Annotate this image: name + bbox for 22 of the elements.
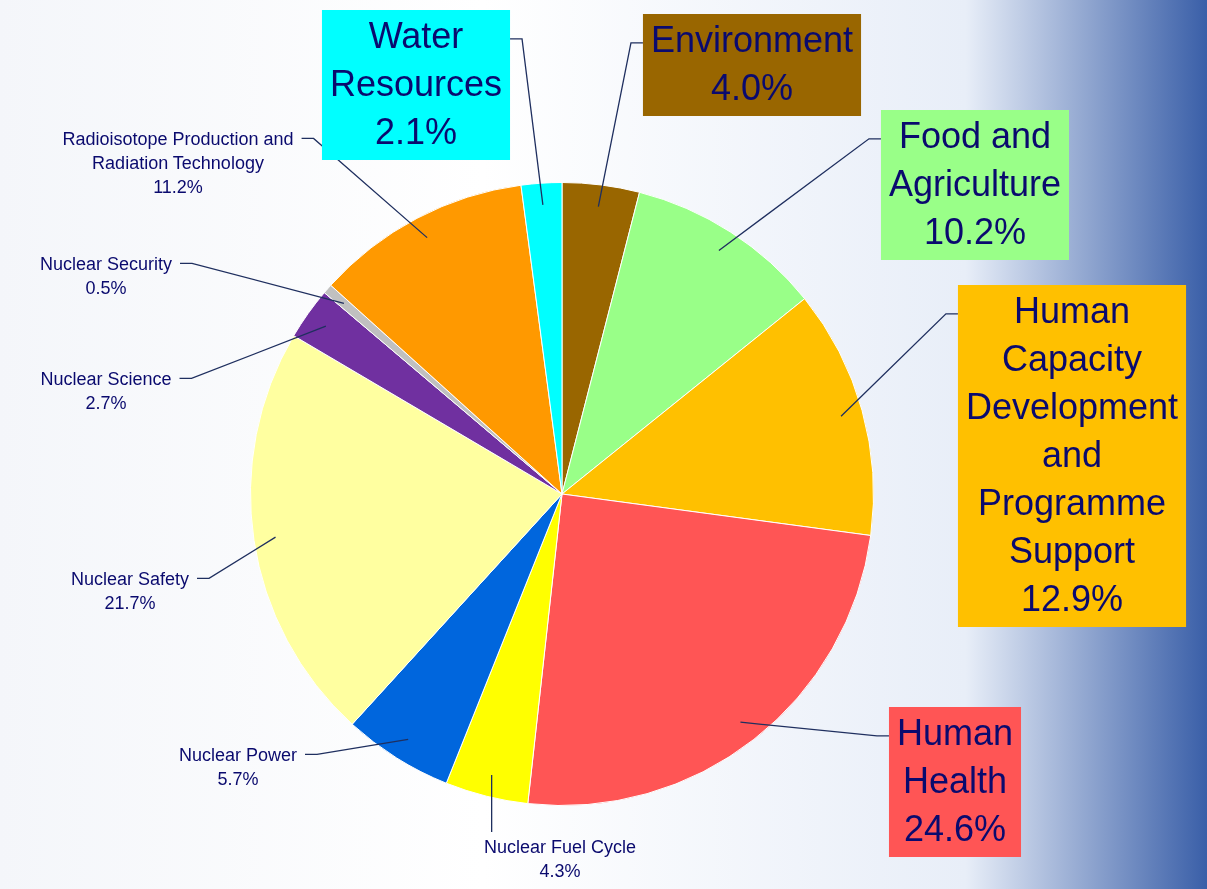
- data-label: 12.9%: [1020, 577, 1124, 619]
- slice-label: Food and Agriculture: [888, 114, 1062, 204]
- slice-label: Environment: [650, 18, 854, 60]
- data-label: 11.2%: [153, 176, 203, 197]
- slice-label: Human Health: [896, 711, 1014, 801]
- slice-label: Nuclear Security: [39, 253, 173, 274]
- data-label: 0.5%: [85, 277, 127, 298]
- data-label: 4.0%: [710, 66, 794, 108]
- data-label: 24.6%: [903, 807, 1007, 849]
- data-label: 2.7%: [85, 392, 127, 413]
- slice-label: Nuclear Power: [178, 744, 298, 765]
- data-label: 21.7%: [104, 592, 156, 613]
- data-label: 10.2%: [923, 210, 1027, 252]
- data-label: 2.1%: [374, 110, 458, 152]
- slice-label: Radioisotope Production and Radiation Technology: [62, 128, 294, 173]
- data-label: 5.7%: [217, 768, 259, 789]
- slice-label: Nuclear Fuel Cycle: [483, 836, 637, 857]
- slice-label: Nuclear Science: [40, 368, 172, 389]
- slice-label: Nuclear Safety: [70, 568, 190, 589]
- slice-label: Water Resources: [329, 14, 503, 104]
- data-label: 4.3%: [539, 860, 581, 881]
- slice-label: Human Capacity Development and Programme Support: [965, 289, 1179, 571]
